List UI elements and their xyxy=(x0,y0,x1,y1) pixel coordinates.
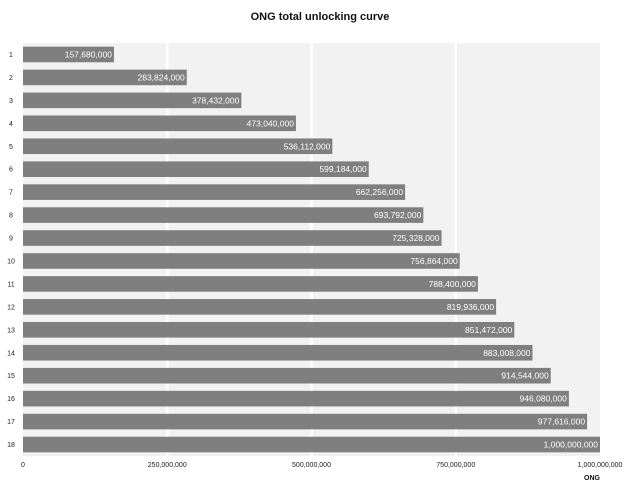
y-tick-label: 13 xyxy=(7,327,15,334)
bar xyxy=(23,115,296,132)
bar-value-label: 378,432,000 xyxy=(192,95,240,105)
bar-value-label: 283,824,000 xyxy=(137,72,185,82)
bar xyxy=(23,367,551,384)
y-tick-label: 12 xyxy=(7,304,15,311)
bar-value-label: 662,256,000 xyxy=(356,187,404,197)
y-tick-label: 14 xyxy=(7,350,15,357)
bar-value-label: 536,112,000 xyxy=(284,141,331,151)
bar xyxy=(23,207,424,223)
bar-value-label: 851,472,000 xyxy=(465,325,513,335)
bar xyxy=(23,230,442,246)
bar xyxy=(23,299,497,315)
bar xyxy=(23,253,460,269)
bar-value-label: 1,000,000,000 xyxy=(544,440,599,450)
y-tick-label: 5 xyxy=(9,144,13,151)
x-tick-label: 250,000,000 xyxy=(148,462,187,469)
bar-value-label: 756,864,000 xyxy=(410,256,458,266)
y-tick-label: 11 xyxy=(7,281,14,288)
y-tick-label: 10 xyxy=(7,258,15,265)
y-tick-label: 17 xyxy=(7,419,15,426)
bar-value-label: 157,680,000 xyxy=(65,49,113,59)
y-tick-label: 2 xyxy=(9,75,13,82)
bar xyxy=(23,69,187,86)
bar-value-label: 819,936,000 xyxy=(447,302,495,312)
bar-value-label: 946,080,000 xyxy=(520,394,568,404)
x-tick-label: 500,000,000 xyxy=(292,462,331,469)
y-tick-label: 1 xyxy=(9,52,13,59)
chart-title: ONG total unlocking curve xyxy=(250,11,390,23)
bar xyxy=(23,344,533,361)
bar xyxy=(23,161,369,177)
bar xyxy=(23,322,515,338)
bar-value-label: 914,544,000 xyxy=(501,371,549,381)
y-tick-label: 15 xyxy=(7,373,15,380)
bar xyxy=(23,46,114,63)
gridlines xyxy=(166,43,457,456)
bar-value-label: 599,184,000 xyxy=(319,164,367,174)
bar xyxy=(23,390,569,407)
bar-value-label: 788,400,000 xyxy=(429,279,477,289)
bar-value-label: 883,008,000 xyxy=(483,348,531,358)
bar-value-label: 725,328,000 xyxy=(392,233,440,243)
bar xyxy=(23,436,600,453)
y-tick-label: 4 xyxy=(9,121,13,128)
y-tick-label: 16 xyxy=(7,396,15,403)
bar xyxy=(23,413,588,430)
x-tick-label: 0 xyxy=(21,462,25,469)
y-tick-label: 18 xyxy=(7,442,15,449)
y-tick-label: 7 xyxy=(9,190,13,197)
x-tick-label: 1,000,000,000 xyxy=(578,462,623,469)
bar xyxy=(23,92,242,109)
y-tick-label: 3 xyxy=(9,98,13,105)
bar xyxy=(23,184,406,200)
y-tick-label: 6 xyxy=(9,167,13,174)
x-axis-ticks: 0 250,000,000 500,000,000 750,000,000 1,000,… xyxy=(21,462,622,469)
bars: 157,680,000 283,824,000 378,432,000 473,040… xyxy=(23,46,600,453)
bar xyxy=(23,138,333,155)
bar xyxy=(23,276,478,292)
bar-value-label: 473,040,000 xyxy=(247,118,295,128)
x-tick-label: 750,000,000 xyxy=(436,462,475,469)
y-tick-label: 8 xyxy=(9,213,13,220)
bar-value-label: 693,792,000 xyxy=(374,210,422,220)
y-tick-label: 9 xyxy=(9,236,13,243)
x-axis-label: ONG xyxy=(584,475,601,482)
bar-value-label: 977,616,000 xyxy=(538,417,586,427)
